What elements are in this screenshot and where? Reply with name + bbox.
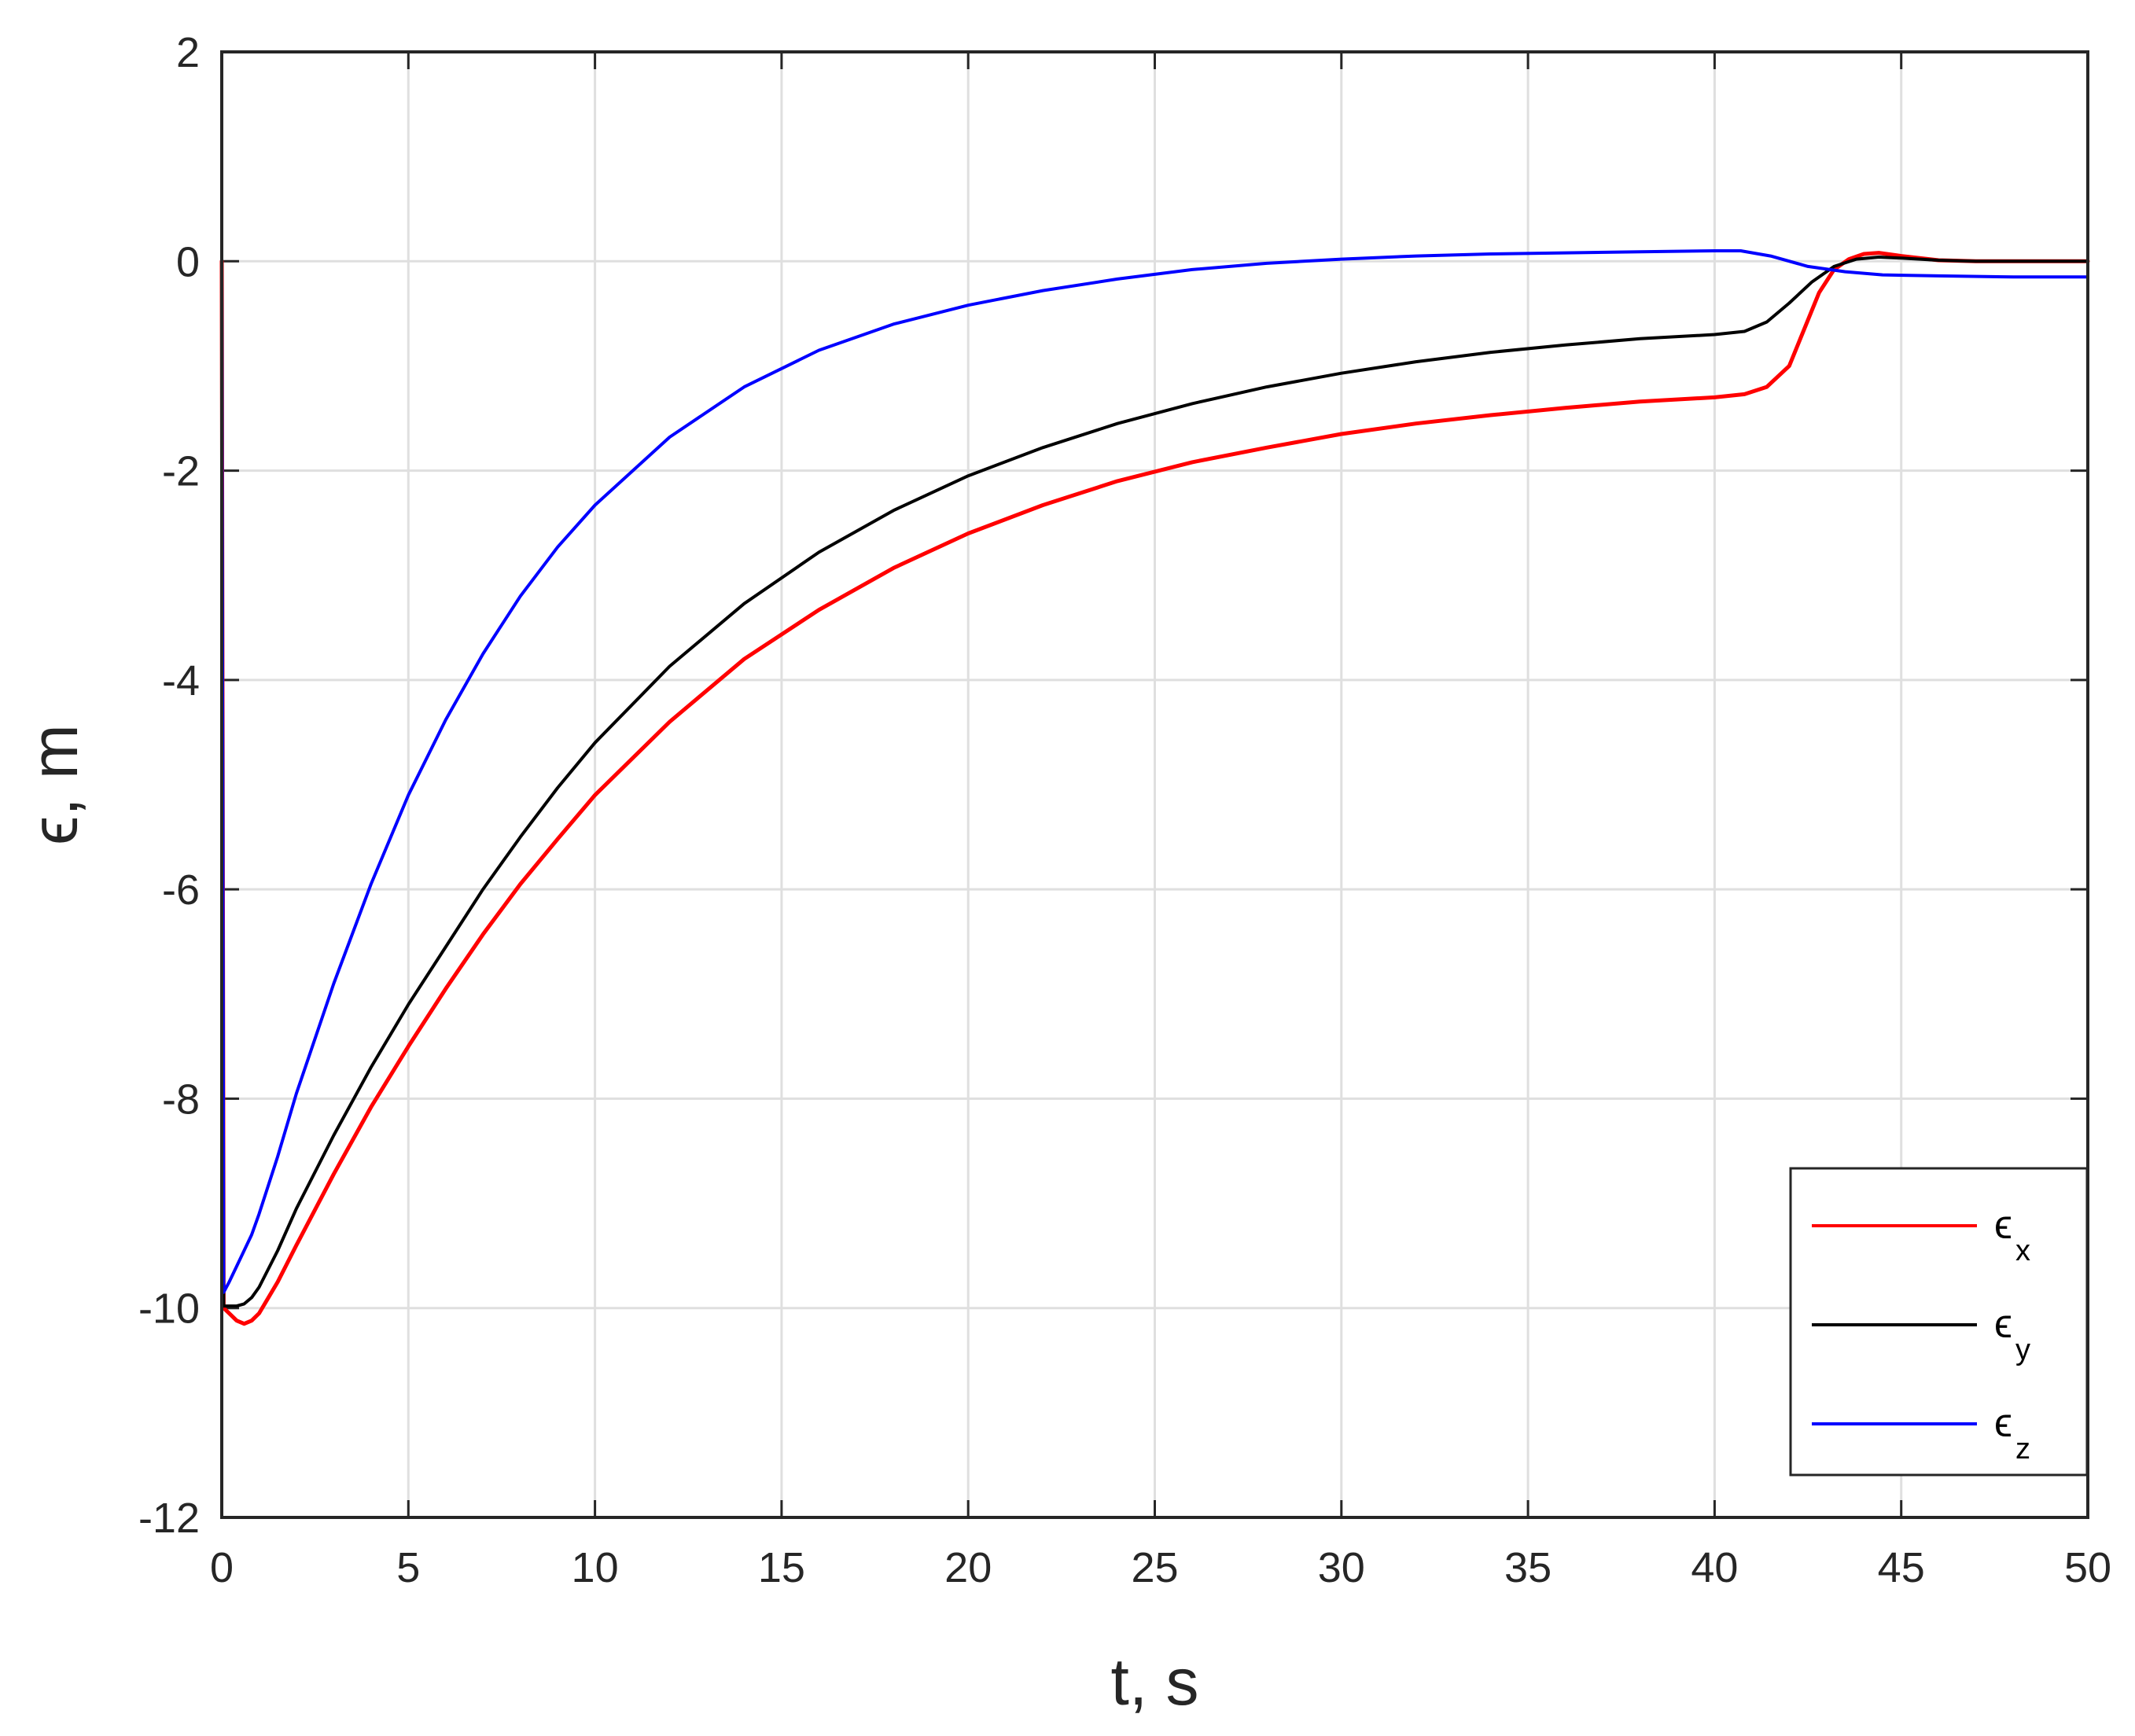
- x-tick-label: 30: [1318, 1544, 1365, 1591]
- tick-labels: 0 5 10 15 20 25 30 35 40 45 50 -12 -10 -8 -6 -4 -2 0 2: [138, 29, 2111, 1591]
- x-tick-label: 50: [2064, 1544, 2111, 1591]
- legend-box: [1789, 1167, 2089, 1477]
- series-layer: [219, 249, 2090, 1326]
- axes-frame: [220, 50, 2089, 1519]
- y-tick-label: -10: [138, 1285, 200, 1333]
- legend-subscript: z: [2015, 1433, 2030, 1466]
- y-tick-label: -2: [162, 448, 200, 495]
- y-tick-label: -6: [162, 866, 200, 914]
- legend-label: ϵ: [1994, 1202, 2012, 1248]
- x-tick-label: 0: [210, 1544, 234, 1591]
- x-tick-label: 20: [944, 1544, 992, 1591]
- y-tick-label: -8: [162, 1076, 200, 1123]
- y-tick-label: -4: [162, 657, 200, 704]
- legend-label: ϵ: [1994, 1301, 2012, 1347]
- x-tick-label: 10: [572, 1544, 619, 1591]
- legend-label: ϵ: [1994, 1400, 2012, 1446]
- x-axis-label: t, s: [1110, 1645, 1198, 1719]
- x-tick-label: 25: [1131, 1544, 1178, 1591]
- y-tick-label: 2: [176, 29, 200, 76]
- y-tick-label: -12: [138, 1495, 200, 1542]
- y-axis-label: ϵ, m: [17, 724, 91, 845]
- x-tick-label: 40: [1691, 1544, 1738, 1591]
- legend-subscript: x: [2015, 1234, 2030, 1267]
- grid-lines: [222, 52, 2088, 1517]
- series-line-z: [220, 249, 2089, 1294]
- x-tick-label: 5: [396, 1544, 420, 1591]
- legend-subscript: y: [2015, 1333, 2030, 1366]
- x-tick-label: 45: [1878, 1544, 1925, 1591]
- x-tick-label: 15: [758, 1544, 805, 1591]
- y-tick-label: 0: [176, 238, 200, 285]
- x-tick-label: 35: [1504, 1544, 1552, 1591]
